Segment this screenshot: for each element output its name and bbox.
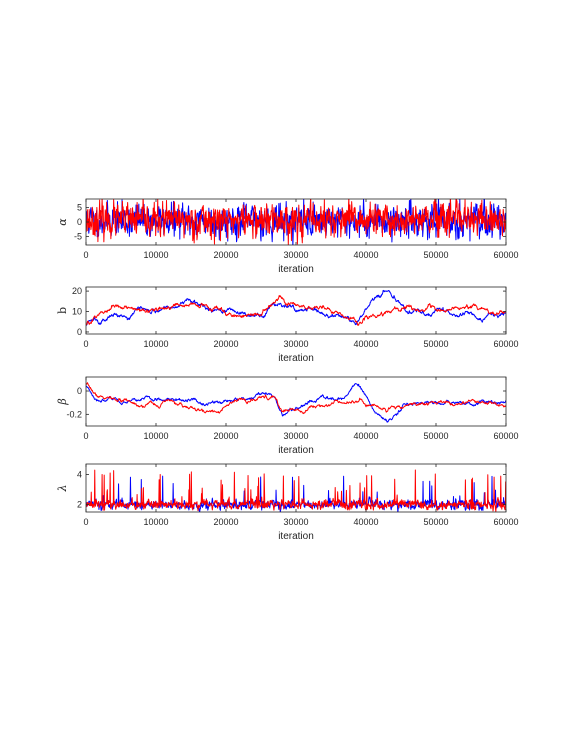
x-tick-label: 10000 xyxy=(143,250,168,260)
y-tick-label: 0 xyxy=(77,217,82,227)
x-tick-label: 30000 xyxy=(283,339,308,349)
trace-line-red xyxy=(86,382,506,415)
x-tick-label: 10000 xyxy=(143,517,168,527)
x-tick-label: 30000 xyxy=(283,517,308,527)
x-tick-label: 30000 xyxy=(283,250,308,260)
x-tick-label: 40000 xyxy=(353,517,378,527)
x-tick-label: 10000 xyxy=(143,431,168,441)
y-tick-label: 10 xyxy=(72,307,82,317)
x-tick-label: 60000 xyxy=(493,339,518,349)
x-tick-label: 20000 xyxy=(213,339,238,349)
x-tick-label: 0 xyxy=(83,339,88,349)
y-axis-label: α xyxy=(56,218,69,226)
y-axis-label: b xyxy=(56,307,69,314)
x-tick-label: 20000 xyxy=(213,250,238,260)
x-tick-label: 30000 xyxy=(283,431,308,441)
y-tick-label: -0.2 xyxy=(66,409,82,419)
x-axis-label: iteration xyxy=(278,531,314,542)
trace-panel-4: 0 10000 20000 30000 40000 50000 60000 4 2 iterati… xyxy=(56,463,519,542)
x-tick-label: 50000 xyxy=(423,517,448,527)
trace-panel-3: 0 10000 20000 30000 40000 50000 60000 0 -0.2 iter… xyxy=(56,376,519,456)
x-tick-label: 0 xyxy=(83,250,88,260)
y-tick-label: 0 xyxy=(77,327,82,337)
x-tick-label: 60000 xyxy=(493,517,518,527)
x-tick-label: 10000 xyxy=(143,339,168,349)
x-tick-label: 50000 xyxy=(423,250,448,260)
y-tick-label: 4 xyxy=(77,470,82,480)
y-tick-label: 20 xyxy=(72,286,82,296)
x-tick-label: 60000 xyxy=(493,250,518,260)
y-tick-label: -5 xyxy=(74,231,82,241)
x-tick-label: 20000 xyxy=(213,517,238,527)
trace-line-red xyxy=(86,294,506,326)
y-tick-label: 5 xyxy=(77,203,82,213)
x-tick-label: 60000 xyxy=(493,431,518,441)
x-tick-label: 40000 xyxy=(353,431,378,441)
x-tick-label: 40000 xyxy=(353,250,378,260)
x-axis-label: iteration xyxy=(278,264,314,275)
trace-line-blue xyxy=(86,383,506,423)
trace-line-red xyxy=(86,199,506,245)
axes-box xyxy=(85,376,507,427)
trace-line-red xyxy=(86,469,506,512)
y-axis-label: λ xyxy=(56,485,69,493)
y-tick-label: 2 xyxy=(77,500,82,510)
x-tick-label: 20000 xyxy=(213,431,238,441)
y-tick-label: 0 xyxy=(77,386,82,396)
x-tick-label: 50000 xyxy=(423,339,448,349)
trace-panel-2: 0 10000 20000 30000 40000 50000 60000 20 10 0 iter… xyxy=(56,286,519,364)
x-tick-label: 0 xyxy=(83,517,88,527)
x-axis-label: iteration xyxy=(278,353,314,364)
x-axis-label: iteration xyxy=(278,445,314,456)
x-tick-label: 40000 xyxy=(353,339,378,349)
x-tick-label: 50000 xyxy=(423,431,448,441)
trace-panel-1: 0 10000 20000 30000 40000 50000 6000050-5itera… xyxy=(56,198,519,275)
trace-line-blue xyxy=(86,289,506,327)
x-tick-label: 0 xyxy=(83,431,88,441)
y-axis-label: β xyxy=(56,398,69,405)
